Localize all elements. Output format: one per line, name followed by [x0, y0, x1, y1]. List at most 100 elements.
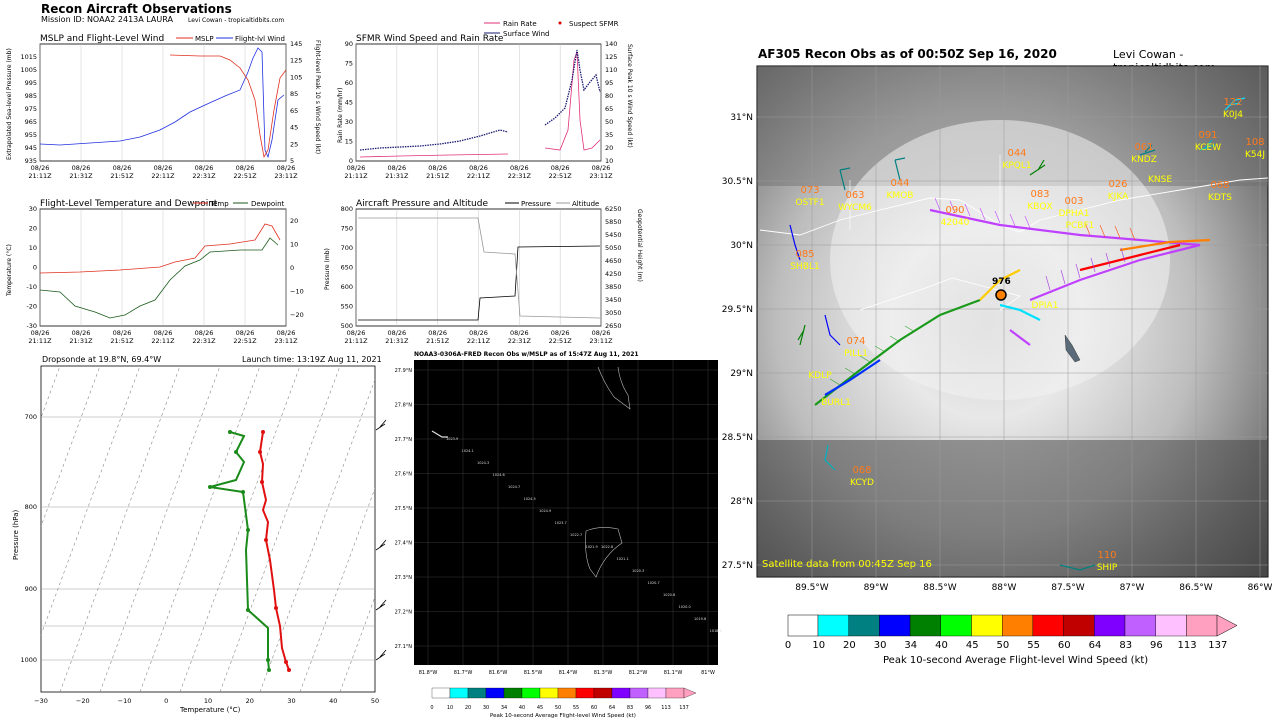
time-tick-time: 22:31Z	[508, 337, 532, 345]
temp-ylabel-left: Temperature (°C)	[6, 244, 13, 297]
skewt-y-tick: 800	[25, 503, 37, 511]
fred-obs-label: 1024.6	[493, 473, 505, 477]
time-tick-date: 08/26	[347, 164, 366, 172]
station-id: KCYD	[850, 478, 874, 488]
main-cb-segment	[1002, 614, 1034, 637]
fred-obs-label: 1023.9	[446, 437, 458, 441]
fred-lon-label: 81.5°W	[524, 670, 543, 676]
time-tick-time: 21:11Z	[344, 337, 368, 345]
main-lat-label: 30.5°N	[722, 177, 753, 187]
fred-map-title: NOAA3-0306A-FRED Recon Obs w/MSLP as of …	[414, 351, 639, 358]
time-tick-date: 08/26	[72, 329, 91, 337]
skewt-x-tick: 20	[246, 697, 254, 705]
time-tick-time: 21:31Z	[69, 172, 93, 180]
fred-cb-segment	[665, 687, 685, 699]
temp-left-tick: 20	[29, 225, 37, 233]
mslp-left-tick: 995	[25, 79, 37, 87]
time-tick-time: 22:11Z	[151, 337, 175, 345]
main-map-title: AF305 Recon Obs as of 00:50Z Sep 16, 202…	[758, 47, 1057, 61]
sfmr-legend-suspect: Suspect SFMR	[569, 20, 619, 28]
main-cb-segment	[1124, 614, 1156, 637]
mslp-right-tick: 105	[290, 73, 302, 81]
header-credit: Levi Cowan - tropicaltidbits.com	[188, 17, 285, 24]
time-tick-time: 23:11Z	[589, 172, 613, 180]
fred-cb-label: Peak 10-second Average Flight-level Wind…	[490, 713, 636, 719]
time-tick-date: 08/26	[387, 164, 406, 172]
fred-obs-label: 1019.6	[694, 617, 706, 621]
sfmr-ylabel-left: Rain Rate (mm/hr)	[337, 88, 344, 143]
fred-obs-label: 1022.8	[601, 545, 613, 549]
report-title: Recon Aircraft Observations	[41, 2, 232, 16]
station-id: KBQX	[1027, 202, 1052, 212]
fred-obs-label: 1018.9	[710, 629, 722, 633]
temp-legend-2: Dewpoint	[251, 200, 285, 208]
fred-cb-tick: 45	[537, 705, 543, 711]
sfmr-left-tick: 90	[345, 40, 353, 48]
sfmr-right-tick: 65	[605, 105, 613, 113]
time-tick-time: 22:31Z	[508, 172, 532, 180]
sfmr-left-tick: 15	[345, 138, 353, 146]
station-id: SHBL1	[790, 262, 819, 272]
temp-left-tick: 0	[33, 264, 37, 272]
press-right-tick: 3850	[605, 283, 622, 291]
station-value: 091	[1198, 130, 1217, 141]
main-cb-segment	[909, 614, 942, 637]
fred-lon-label: 81.6°W	[489, 670, 508, 676]
main-cb-tick: 137	[1208, 640, 1227, 651]
fred-lon-label: 81°W	[701, 670, 715, 676]
station-value: 061	[1134, 142, 1153, 153]
temp-panel: Flight-Level Temperature and Dewpoint Te…	[6, 199, 304, 345]
main-cb-tick: 10	[812, 640, 825, 651]
station-value: 110	[1097, 550, 1116, 561]
skewt-x-tick: 50	[371, 697, 379, 705]
time-tick-date: 08/26	[510, 329, 529, 337]
station-value: 003	[1064, 196, 1083, 207]
main-cb-segment	[1032, 614, 1064, 637]
fred-cb-segment	[431, 687, 451, 699]
skewt-y-tick: 900	[25, 585, 37, 593]
temp-right-tick: 20	[290, 217, 298, 225]
fred-cb-tick: 10	[447, 705, 453, 711]
skewt-x-tick: 40	[329, 697, 337, 705]
time-tick-date: 08/26	[510, 164, 529, 172]
press-legend-2: Altitude	[572, 200, 599, 208]
time-tick-date: 08/26	[277, 329, 296, 337]
mslp-wind-line	[39, 47, 285, 159]
mslp-right-tick: 25	[290, 140, 298, 148]
sfmr-legend-rain: Rain Rate	[503, 20, 537, 28]
sfmr-left-tick: 45	[345, 99, 353, 107]
fred-cb-segment	[539, 687, 559, 699]
station-value: 122	[1223, 97, 1242, 108]
press-right-tick: 5050	[605, 244, 622, 252]
fred-cb-tick: 34	[501, 705, 507, 711]
fred-obs-label: 1021.9	[586, 545, 598, 549]
fred-obs-label: 1022.7	[570, 533, 582, 537]
station-id: DPHA1	[1058, 209, 1089, 219]
main-lon-label: 87°W	[1120, 583, 1145, 593]
main-cb-tick: 113	[1178, 640, 1197, 651]
main-cb-segment	[971, 614, 1003, 637]
time-tick-time: 23:11Z	[274, 337, 298, 345]
fred-cb-tick: 30	[483, 705, 489, 711]
fred-cb-segment	[467, 687, 487, 699]
time-tick-date: 08/26	[277, 164, 296, 172]
station-value: 073	[800, 185, 819, 196]
time-tick-date: 08/26	[236, 329, 255, 337]
main-cb-segment	[1094, 614, 1126, 637]
main-lon-label: 87.5°W	[1051, 583, 1085, 593]
main-cb-tick: 34	[904, 640, 917, 651]
center-pressure: 976	[992, 277, 1011, 287]
time-tick-date: 08/26	[31, 164, 50, 172]
station-id: K54J	[1245, 150, 1265, 160]
press-right-tick: 2650	[605, 322, 622, 330]
fred-lon-label: 81.8°W	[419, 670, 438, 676]
sfmr-panel-title: SFMR Wind Speed and Rain Rate	[356, 34, 504, 44]
time-tick-time: 23:11Z	[589, 337, 613, 345]
station-id: KNDZ	[1131, 155, 1157, 165]
time-tick-date: 08/26	[154, 164, 173, 172]
temp-left-tick: -20	[26, 303, 37, 311]
mslp-left-tick: 955	[25, 131, 37, 139]
satellite-note: Satellite data from 00:45Z Sep 16	[762, 559, 932, 570]
main-cb-segment	[1186, 614, 1218, 637]
time-tick-date: 08/26	[236, 164, 255, 172]
